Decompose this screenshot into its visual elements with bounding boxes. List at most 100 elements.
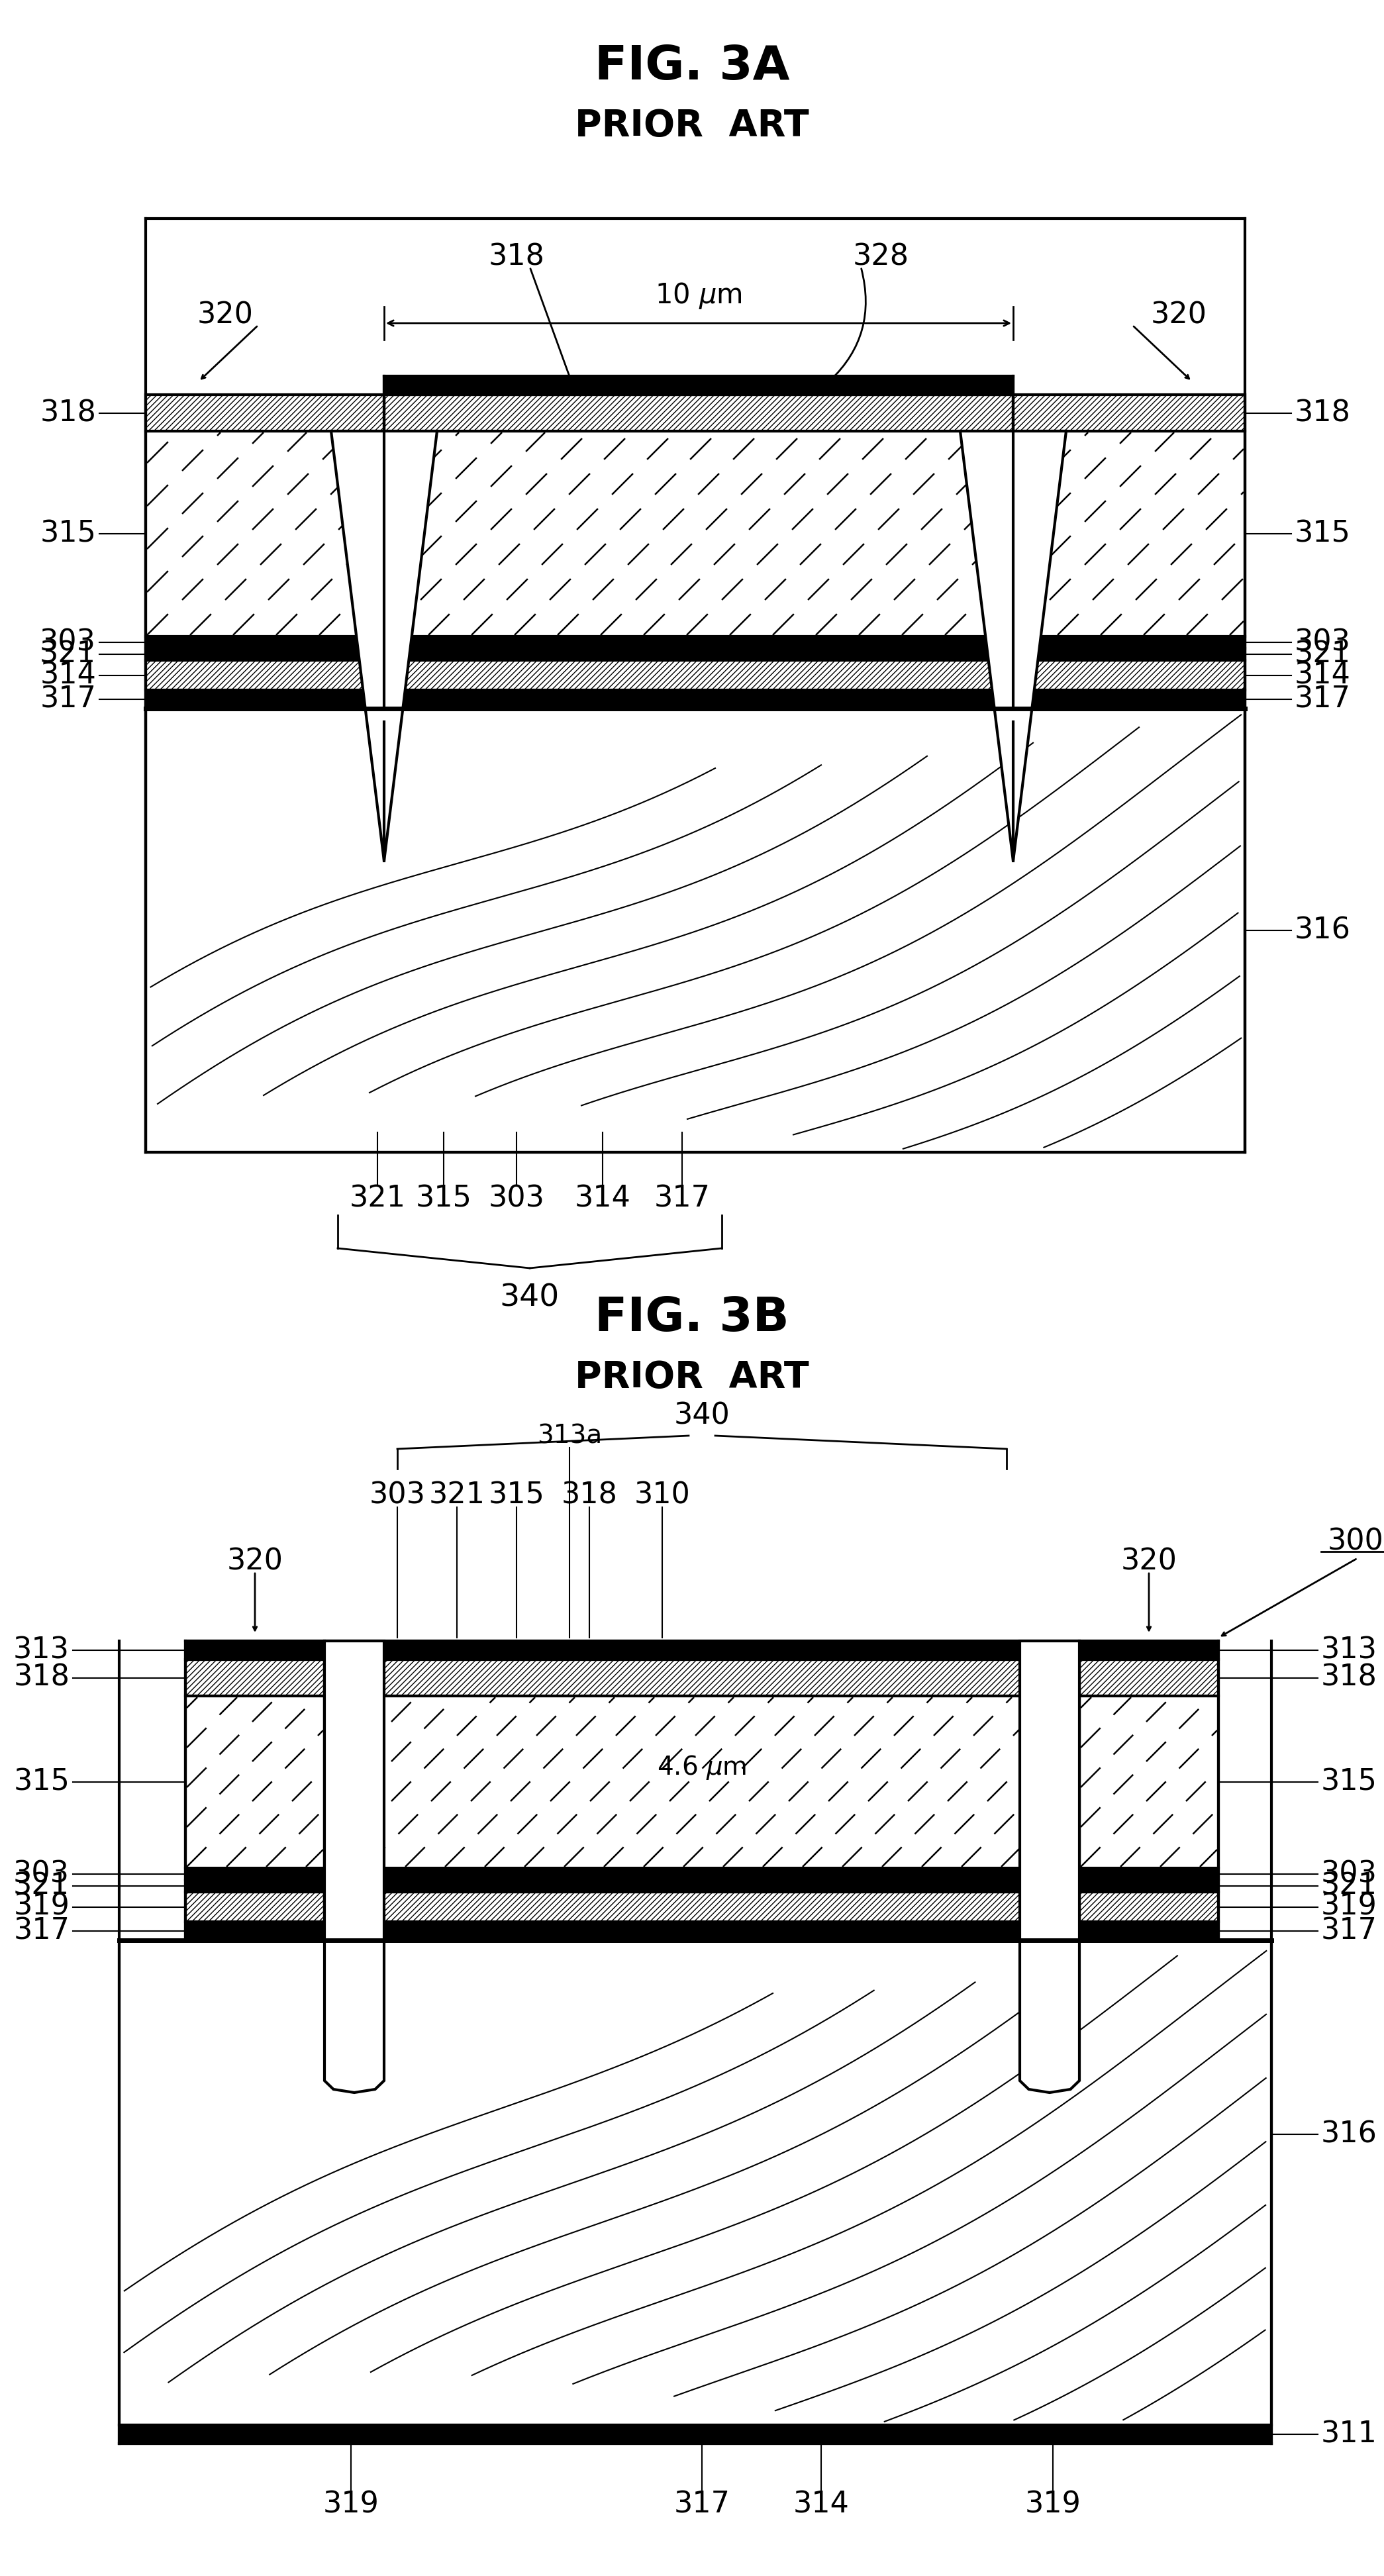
Text: 315: 315 (489, 1481, 545, 1510)
Text: 318: 318 (1294, 399, 1351, 428)
Bar (1080, 1641, 1218, 1659)
Polygon shape (324, 1641, 385, 2092)
Text: 328: 328 (853, 242, 909, 270)
Bar (185, 1659, 324, 1695)
Text: 315: 315 (14, 1767, 69, 1795)
Bar (385, 430, 1013, 636)
Bar (185, 1695, 324, 1868)
Bar (324, 1659, 1080, 1695)
Bar (324, 1868, 1080, 1880)
Bar (145, 708, 1246, 1151)
Text: 314: 314 (1294, 662, 1351, 690)
Bar (119, 2424, 1272, 2445)
Bar (324, 1922, 1080, 1940)
Text: 311: 311 (1322, 2419, 1377, 2450)
Text: 321: 321 (40, 639, 95, 670)
Text: 320: 320 (227, 1548, 284, 1577)
Text: 321: 321 (1294, 639, 1351, 670)
Polygon shape (960, 430, 1066, 860)
Text: 320: 320 (1150, 301, 1207, 330)
Text: 303: 303 (489, 1185, 545, 1213)
Text: 313: 313 (1322, 1636, 1377, 1664)
Text: 303: 303 (40, 629, 95, 657)
Bar (185, 1891, 324, 1922)
Bar (145, 659, 385, 690)
Text: PRIOR  ART: PRIOR ART (574, 1360, 810, 1396)
Text: 316: 316 (1322, 2120, 1377, 2148)
Bar (1080, 1868, 1218, 1880)
Bar (145, 394, 385, 430)
Text: 300: 300 (1327, 1528, 1384, 1556)
Text: 314: 314 (793, 2491, 850, 2519)
Bar (1013, 649, 1246, 659)
Text: 321: 321 (429, 1481, 484, 1510)
Bar (1013, 636, 1246, 649)
Text: FIG. 3A: FIG. 3A (595, 44, 789, 90)
Text: 319: 319 (322, 2491, 379, 2519)
Text: FIG. 3B: FIG. 3B (595, 1296, 789, 1340)
Bar (185, 1922, 324, 1940)
Text: 10 $\mu$m: 10 $\mu$m (655, 281, 742, 309)
Text: 4.6 $\mu$m: 4.6 $\mu$m (657, 1754, 747, 1783)
Bar (1080, 1695, 1218, 1868)
Bar (1013, 394, 1246, 430)
Bar (385, 649, 1013, 659)
Text: 310: 310 (634, 1481, 691, 1510)
Text: 317: 317 (40, 685, 95, 714)
Bar (1013, 690, 1246, 708)
Text: 318: 318 (40, 399, 95, 428)
Text: 317: 317 (655, 1185, 710, 1213)
Bar (385, 690, 1013, 708)
Text: 303: 303 (1294, 629, 1351, 657)
Text: 316: 316 (1294, 917, 1351, 945)
Text: PRIOR  ART: PRIOR ART (574, 108, 810, 144)
Bar (385, 659, 1013, 690)
Text: 320: 320 (197, 301, 253, 330)
Bar (145, 636, 385, 649)
Bar (1080, 1659, 1218, 1695)
Text: 315: 315 (1294, 520, 1351, 549)
Text: 313a: 313a (537, 1422, 602, 1448)
Text: 317: 317 (1294, 685, 1351, 714)
Bar (385, 636, 1013, 649)
Bar (1080, 1922, 1218, 1940)
Text: 340: 340 (674, 1401, 729, 1430)
Bar (145, 690, 385, 708)
Text: 314: 314 (574, 1185, 631, 1213)
Text: 315: 315 (40, 520, 95, 549)
Text: 317: 317 (14, 1917, 69, 1945)
Bar (1013, 430, 1246, 636)
Text: 321: 321 (14, 1873, 69, 1901)
Text: 318: 318 (489, 242, 545, 270)
Bar (145, 649, 385, 659)
Text: 317: 317 (674, 2491, 729, 2519)
Text: 315: 315 (1322, 1767, 1377, 1795)
Text: 319: 319 (1024, 2491, 1081, 2519)
Text: 318: 318 (1322, 1664, 1377, 1692)
Bar (1080, 1880, 1218, 1891)
Polygon shape (1020, 1641, 1080, 2092)
Text: 303: 303 (370, 1481, 425, 1510)
Text: 321: 321 (349, 1185, 406, 1213)
Text: 317: 317 (1322, 1917, 1377, 1945)
Bar (385, 376, 1013, 394)
Text: 303: 303 (14, 1860, 69, 1888)
Bar (385, 394, 1013, 430)
Text: 318: 318 (14, 1664, 69, 1692)
Bar (185, 1868, 324, 1880)
Bar (145, 430, 385, 636)
Bar (119, 1940, 1272, 2424)
Text: 313: 313 (14, 1636, 69, 1664)
Text: 320: 320 (1121, 1548, 1176, 1577)
Bar (324, 1891, 1080, 1922)
Bar (324, 1880, 1080, 1891)
Text: 319: 319 (14, 1893, 69, 1922)
Text: 315: 315 (415, 1185, 472, 1213)
Bar (324, 1641, 1080, 1659)
Text: 319: 319 (1322, 1893, 1377, 1922)
Bar (185, 1880, 324, 1891)
Text: 318: 318 (562, 1481, 617, 1510)
Text: 303: 303 (1322, 1860, 1377, 1888)
Bar (324, 1695, 1080, 1868)
Polygon shape (331, 430, 437, 860)
